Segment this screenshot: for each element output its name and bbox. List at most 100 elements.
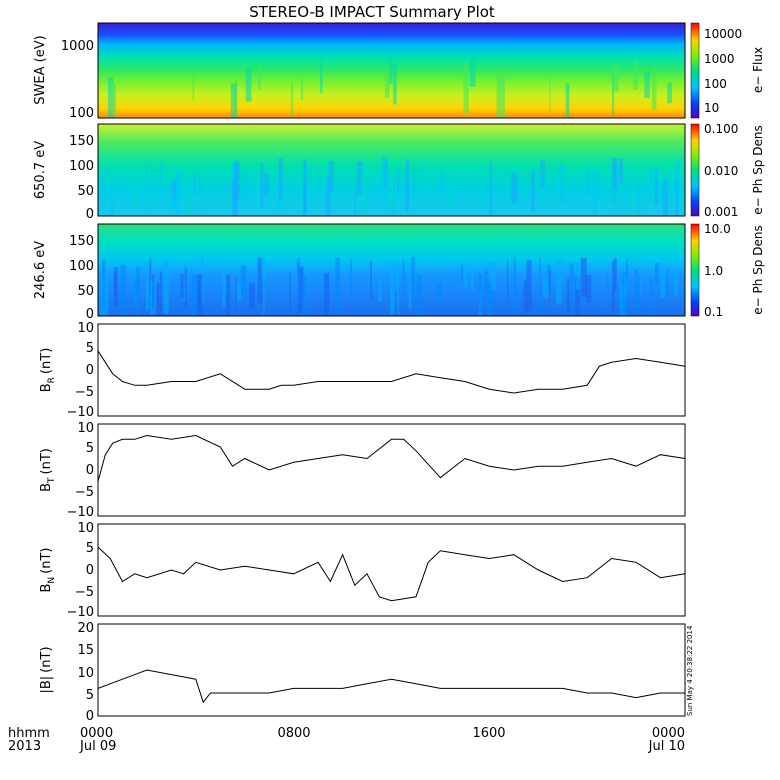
spectrogram-streak [667, 82, 672, 104]
spectrogram-streak [633, 60, 638, 90]
spectrogram-streak [300, 76, 304, 100]
spectrogram-streak [580, 258, 587, 297]
spectrogram-streak [607, 275, 609, 316]
x-tick-1-time: 0800 [277, 726, 310, 741]
pad246-streaks [99, 256, 678, 316]
pad246-ylabel: 246.6 eV [33, 241, 48, 299]
bmag-ytick-15: 15 [77, 643, 94, 658]
spectrogram-streak [102, 259, 106, 311]
bmag-ylabel-unit: (nT) [39, 646, 54, 672]
spectrogram-streak [654, 168, 658, 205]
spectrogram-streak [624, 276, 627, 301]
spectrogram-streak [422, 159, 427, 193]
spectrogram-streak [152, 274, 155, 310]
swea-cbar-label: e− Flux [751, 47, 765, 93]
spectrogram-streak [507, 259, 509, 302]
bn-ytick-0: 0 [86, 563, 94, 578]
x-tick-3-date: Jul 10 [648, 739, 685, 754]
bt-ylabel: BT (nT) [39, 448, 57, 492]
bmag-frame [97, 623, 686, 717]
spectrogram-streak [226, 274, 231, 316]
spectrogram-streak [631, 183, 635, 216]
spectrogram-streak [263, 269, 265, 316]
spectrogram-streak [634, 270, 638, 312]
pad650-ytick-50: 50 [77, 184, 94, 199]
spectrogram-streak [200, 182, 202, 216]
spectrogram-streak [194, 173, 195, 195]
spectrogram-streak [134, 279, 139, 316]
swea-cbar-tick-0: 10000 [704, 27, 742, 41]
spectrogram-streak [388, 174, 395, 211]
spectrogram-streak [230, 83, 237, 118]
spectrogram-streak [511, 173, 518, 204]
spectrogram-streak [245, 68, 252, 102]
pad650-panel: 650.7 eV 150 100 50 0 0.100 0.010 0.001 … [33, 122, 765, 222]
x-tick-3-time: 0000 [652, 726, 685, 741]
bt-ytick-m10: −10 [67, 505, 94, 520]
bn-ylabel: BN (nT) [39, 548, 57, 593]
spectrogram-streak [592, 171, 598, 216]
spectrogram-streak [421, 165, 423, 197]
spectrogram-streak [531, 170, 535, 212]
spectrogram-streak [540, 160, 545, 187]
br-ylabel: BR (nT) [39, 348, 57, 393]
swea-cbar-tick-3: 10 [704, 101, 719, 115]
br-ytick-m5: −5 [75, 385, 94, 400]
spectrogram-streak [625, 258, 629, 281]
spectrogram-streak [585, 275, 592, 303]
spectrogram-streak [393, 64, 397, 105]
spectrogram-streak [542, 277, 549, 298]
spectrogram-streak [263, 174, 269, 196]
spectrogram-streak [107, 77, 114, 118]
spectrogram-streak [496, 75, 502, 118]
spectrogram-streak [478, 274, 483, 311]
pad650-cbar-tick-1: 0.010 [704, 164, 738, 178]
spectrogram-streak [289, 273, 291, 312]
spectrogram-streak [370, 260, 372, 300]
spectrogram-streak [232, 180, 237, 216]
spectrogram-streak [490, 262, 496, 291]
bn-ylabel-sub: N [47, 577, 57, 584]
spectrogram-streak [196, 274, 203, 316]
spectrogram-streak [612, 157, 618, 190]
spectrogram-streak [489, 160, 493, 216]
spectrogram-streak [149, 168, 152, 212]
spectrogram-streak [547, 264, 551, 289]
spectrogram-streak [386, 163, 388, 201]
spectrogram-streak [296, 258, 301, 278]
br-panel: BR (nT) 10 5 0 −5 −10 [39, 321, 686, 420]
bt-ytick-5: 5 [86, 441, 94, 456]
spectrogram-streak [565, 83, 570, 118]
bt-ytick-10: 10 [77, 421, 94, 436]
spectrogram-streak [382, 156, 386, 198]
pad650-ytick-0: 0 [86, 207, 94, 222]
spectrogram-streak [639, 275, 642, 295]
bt-ylabel-main: B [39, 483, 54, 492]
bmag-ytick-0: 0 [86, 709, 94, 724]
bmag-ylabel-main: |B| [39, 676, 54, 694]
spectrogram-streak [402, 259, 405, 307]
spectrogram-streak [655, 263, 659, 284]
spectrogram-streak [335, 257, 340, 311]
spectrogram-streak [241, 265, 247, 297]
spectrogram-streak [569, 263, 574, 299]
spectrogram-streak [383, 159, 388, 187]
spectrogram-streak [416, 274, 423, 316]
spectrogram-streak [397, 276, 400, 315]
spectrogram-streak [463, 263, 468, 289]
swea-panel: SWEA (eV) 1000 100 10000 1000 100 10 e− … [33, 22, 765, 121]
spectrogram-streak [471, 269, 474, 292]
swea-cbar-tick-2: 100 [704, 77, 727, 91]
spectrogram-streak [436, 282, 442, 303]
spectrogram-streak [236, 281, 241, 301]
pad246-cbar-label: e− Ph Sp Dens [751, 225, 765, 314]
x-axis: hhmm 2013 0000 Jul 09 0800 1600 0000 Jul… [8, 726, 685, 754]
spectrogram-streak [354, 183, 357, 216]
spectrogram-streak [249, 283, 255, 310]
spectrogram-streak [556, 259, 562, 305]
spectrogram-streak [120, 264, 126, 316]
spectrogram-streak [539, 258, 542, 309]
spectrogram-streak [159, 162, 163, 196]
spectrogram-streak [258, 61, 261, 90]
bn-series-line [97, 546, 686, 602]
